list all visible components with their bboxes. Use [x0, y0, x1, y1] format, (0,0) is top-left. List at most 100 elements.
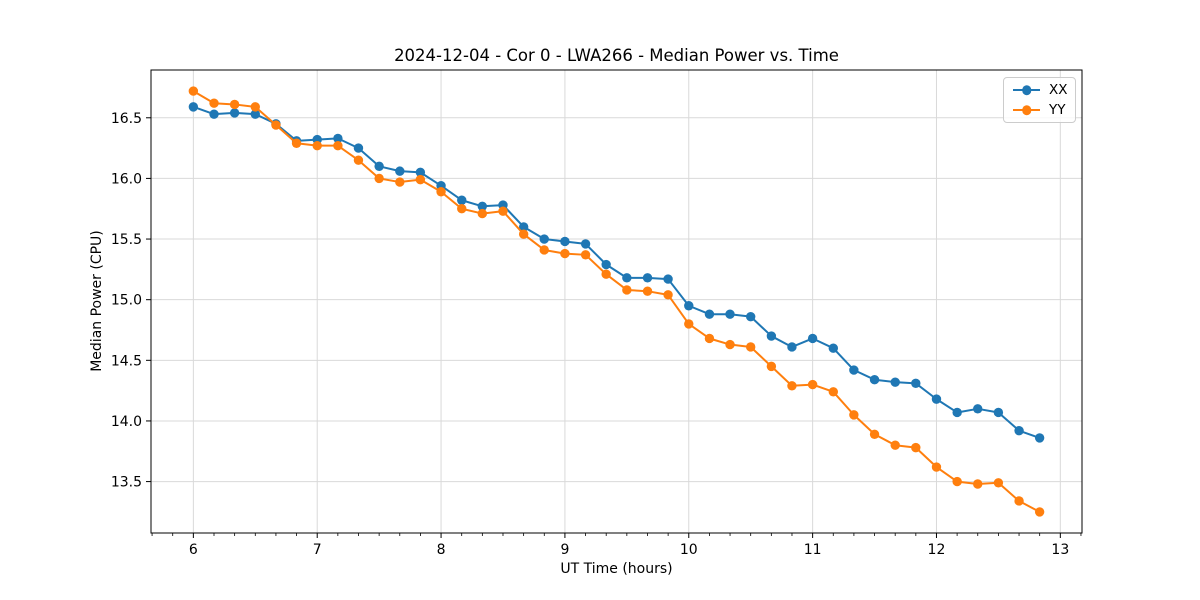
x-tick-label: 12	[928, 542, 946, 558]
series-xx-line	[192, 105, 1041, 439]
series-yy-point	[374, 173, 384, 184]
y-tick-label: 16.0	[111, 171, 142, 187]
series-xx-point	[807, 333, 818, 344]
series-yy-point	[911, 442, 921, 453]
series-yy-point	[890, 440, 900, 450]
series-yy-point	[291, 138, 302, 148]
series-xx-point	[745, 311, 756, 322]
series-yy-point	[1034, 507, 1045, 517]
series-yy-point	[498, 206, 508, 216]
x-tick-label: 8	[437, 542, 446, 558]
legend-label-yy: YY	[1049, 102, 1066, 118]
series-yy-point	[560, 248, 570, 259]
series-yy-point	[229, 99, 240, 110]
series-yy-point	[787, 381, 797, 391]
series-xx-marker-icon	[1013, 85, 1040, 96]
series-xx-point	[395, 166, 405, 176]
x-tick-label: 13	[1051, 542, 1069, 558]
series-xx-point	[766, 331, 777, 341]
series-xx-point	[580, 239, 591, 249]
series-yy-point	[353, 155, 364, 165]
series-yy-point	[457, 204, 467, 214]
series-yy-point	[518, 229, 529, 239]
series-xx-point	[890, 377, 900, 387]
legend-label-xx: XX	[1049, 82, 1068, 98]
series-xx-point	[457, 195, 467, 205]
x-tick-label: 10	[680, 542, 698, 558]
series-xx-point	[663, 274, 673, 284]
series-xx-point	[911, 378, 921, 389]
series-xx-point	[250, 109, 260, 119]
series-yy-point	[415, 174, 426, 185]
series-xx-point	[787, 342, 797, 352]
series-yy-point	[188, 86, 199, 96]
series-xx-point	[477, 201, 488, 212]
series-yy-point	[952, 476, 962, 487]
series-xx-point	[704, 309, 715, 319]
legend: XX YY	[1003, 77, 1076, 123]
series-xx-point	[560, 236, 570, 247]
series-xx-point	[1034, 433, 1045, 443]
series-xx-point	[209, 109, 219, 119]
series-yy-point	[1014, 496, 1024, 506]
series-yy-point	[250, 102, 260, 112]
x-tick-label: 9	[560, 542, 569, 558]
series-xx-point	[973, 404, 983, 414]
series-yy-point	[766, 361, 777, 372]
chart-title: 2024-12-04 - Cor 0 - LWA266 - Median Pow…	[394, 46, 839, 65]
series-yy-point	[477, 208, 488, 219]
series-yy-point	[580, 250, 591, 260]
series-xx-point	[518, 222, 529, 232]
series-yy-point	[704, 333, 715, 344]
series-yy-point	[436, 187, 446, 197]
series-xx-point	[642, 273, 653, 283]
series-xx-point	[725, 309, 735, 319]
series-yy-point	[333, 140, 343, 151]
series-xx-point	[849, 365, 859, 375]
series-xx-point	[869, 375, 880, 385]
y-tick-label: 16.5	[111, 111, 142, 127]
series-xx-point	[601, 259, 611, 270]
series-yy-point	[849, 410, 859, 420]
series-yy-point	[745, 342, 756, 352]
series-xx-point	[415, 167, 426, 178]
series-yy-point	[601, 269, 611, 279]
series-yy-point	[725, 339, 735, 350]
series-xx-point	[828, 343, 839, 353]
plot-border	[150, 69, 1083, 534]
series-xx-point	[993, 407, 1004, 418]
y-tick-label: 15.5	[111, 232, 142, 248]
series-yy-point	[271, 120, 281, 130]
x-tick-label: 11	[804, 542, 822, 558]
series-yy-point	[828, 387, 839, 397]
series-yy-point	[622, 285, 632, 295]
legend-entry-xx: XX	[1013, 80, 1068, 100]
series-xx-point	[188, 102, 199, 112]
series-yy-point	[642, 286, 653, 296]
y-axis-label: Median Power (CPU)	[89, 230, 105, 372]
series-yy-point	[807, 379, 818, 390]
series-yy-point	[684, 319, 694, 329]
series-yy-point	[973, 479, 983, 489]
series-yy-point	[993, 478, 1004, 488]
series-xx-point	[539, 234, 549, 244]
series-xx-point	[1014, 425, 1024, 436]
x-axis-label: UT Time (hours)	[560, 561, 673, 577]
series-yy-point	[663, 290, 673, 300]
series-yy-point	[395, 177, 405, 187]
y-tick-label: 14.0	[111, 414, 142, 430]
x-tick-label: 7	[313, 542, 322, 558]
series-yy-marker-icon	[1013, 105, 1040, 116]
series-xx-point	[353, 143, 364, 153]
legend-entry-yy: YY	[1013, 100, 1067, 120]
y-tick-label: 15.0	[111, 293, 142, 309]
series-xx-point	[931, 394, 942, 404]
series-xx-point	[374, 161, 384, 171]
series-xx-point	[622, 273, 632, 283]
y-tick-label: 13.5	[111, 475, 142, 491]
series-yy-point	[209, 98, 219, 108]
x-tick-label: 6	[189, 542, 198, 558]
series-yy-point	[869, 429, 880, 439]
